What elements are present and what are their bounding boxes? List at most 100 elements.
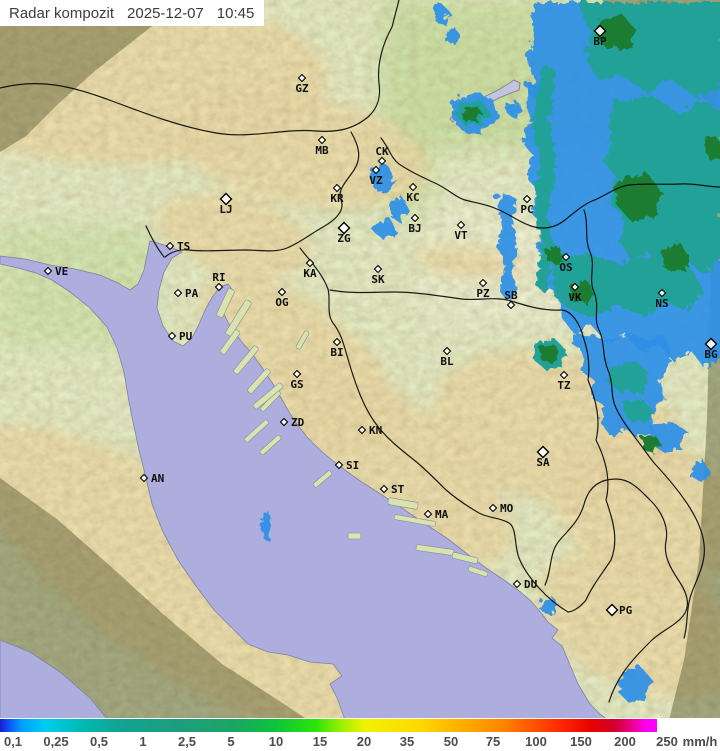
location-diamond-icon	[317, 135, 327, 145]
city-label: RI	[212, 271, 225, 284]
precip-cell	[543, 243, 562, 262]
legend-value: 75	[485, 734, 501, 749]
city-marker-du: DU	[512, 578, 538, 591]
location-diamond-icon	[488, 503, 498, 513]
location-diamond-icon	[219, 192, 233, 206]
city-marker-mo: MO	[488, 502, 514, 515]
city-label: SA	[536, 456, 550, 469]
city-label: BL	[440, 355, 454, 368]
radar-date: 2025-12-07	[127, 4, 204, 22]
city-marker-ck: CK	[375, 145, 389, 166]
city-label: ST	[391, 483, 405, 496]
location-diamond-icon	[165, 241, 175, 251]
city-marker-ka: KA	[303, 258, 317, 280]
city-marker-st: ST	[379, 483, 405, 496]
city-marker-ve: VE	[43, 265, 68, 278]
city-label: BP	[593, 35, 607, 48]
intensity-scale-labels: 0,1 0,25 0,5 1 2,5 5 10 15 20 35 50 75 100 150 200 250 m…	[0, 734, 720, 751]
location-diamond-icon	[139, 473, 149, 483]
location-diamond-icon	[377, 156, 387, 166]
border-line	[329, 289, 582, 331]
city-label: OS	[559, 261, 572, 274]
adriatic-islands	[216, 288, 489, 577]
city-label: MO	[500, 502, 514, 515]
location-diamond-icon	[559, 370, 569, 380]
city-marker-pa: PA	[173, 287, 199, 300]
precip-layer-heavy	[460, 12, 720, 450]
city-marker-sk: SK	[371, 264, 385, 286]
city-label: NS	[655, 297, 668, 310]
city-label: GS	[290, 378, 303, 391]
location-diamond-icon	[379, 484, 389, 494]
city-marker-kr: KR	[330, 183, 344, 205]
city-marker-si: SI	[334, 459, 359, 472]
location-diamond-icon	[593, 24, 607, 38]
precip-cell	[688, 458, 708, 480]
radar-map: GZ BP MB CK VZ KR KC LJ ZG BJ VT PC OS VK NS SB PZ BL GS BI…	[0, 0, 720, 735]
location-diamond-icon	[657, 288, 667, 298]
city-label: VT	[454, 229, 468, 242]
city-label: ZG	[337, 232, 351, 245]
city-label: SK	[371, 273, 385, 286]
location-diamond-icon	[337, 221, 351, 235]
border-line	[567, 329, 616, 613]
title-bar: Radar kompozit 2025-12-07 10:45	[0, 0, 265, 26]
precip-cell	[594, 12, 634, 48]
city-marker-bi: BI	[330, 337, 344, 359]
legend-value: 0,5	[89, 734, 109, 749]
location-diamond-icon	[478, 278, 488, 288]
city-marker-mb: MB	[315, 135, 329, 157]
location-diamond-icon	[570, 282, 580, 292]
location-diamond-icon	[332, 337, 342, 347]
location-diamond-icon	[332, 183, 342, 193]
location-diamond-icon	[506, 300, 516, 310]
city-marker-zg: ZG	[337, 221, 351, 245]
city-marker-kc: KC	[406, 182, 420, 204]
precip-cell	[658, 240, 688, 270]
precip-cell	[640, 432, 658, 450]
location-diamond-icon	[410, 213, 420, 223]
tyrrhenian-sea	[0, 639, 109, 721]
location-diamond-icon	[167, 331, 177, 341]
city-label: KA	[303, 267, 317, 280]
precip-cell	[550, 250, 700, 316]
location-diamond-icon	[214, 282, 224, 292]
city-markers: GZ BP MB CK VZ KR KC LJ ZG BJ VT PC OS VK NS SB PZ BL GS BI…	[43, 24, 718, 617]
city-marker-pz: PZ	[476, 278, 490, 300]
location-diamond-icon	[605, 603, 619, 617]
city-marker-bp: BP	[593, 24, 607, 48]
border-line	[145, 225, 165, 258]
city-marker-pc: PC	[520, 194, 534, 216]
precip-cell	[538, 594, 556, 612]
precip-cell	[494, 190, 516, 298]
location-diamond-icon	[561, 252, 571, 262]
legend-unit: mm/h	[682, 734, 718, 749]
legend-value: 150	[570, 734, 592, 749]
location-diamond-icon	[456, 220, 466, 230]
location-diamond-icon	[423, 509, 433, 519]
precip-cell	[537, 342, 557, 360]
city-label: MA	[435, 508, 449, 521]
legend-value: 35	[399, 734, 415, 749]
location-diamond-icon	[173, 288, 183, 298]
city-marker-os: OS	[559, 252, 573, 274]
legend-value: 50	[443, 734, 459, 749]
city-marker-an: AN	[139, 472, 164, 485]
app-title: Radar kompozit	[9, 4, 115, 22]
city-marker-ns: NS	[655, 288, 669, 310]
city-label: KR	[330, 192, 344, 205]
city-marker-gz: GZ	[295, 73, 309, 95]
city-label: KN	[369, 424, 382, 437]
city-marker-og: OG	[275, 287, 289, 309]
city-marker-vz: VZ	[369, 165, 383, 187]
city-label: KC	[406, 191, 419, 204]
location-diamond-icon	[334, 460, 344, 470]
location-diamond-icon	[371, 165, 381, 175]
precip-cell	[430, 2, 448, 22]
legend-value: 10	[268, 734, 284, 749]
city-marker-zd: ZD	[279, 416, 305, 429]
legend-value: 0,1	[3, 734, 23, 749]
border-line	[380, 137, 720, 229]
city-label: VK	[568, 291, 582, 304]
legend-value: 0,25	[43, 734, 69, 749]
